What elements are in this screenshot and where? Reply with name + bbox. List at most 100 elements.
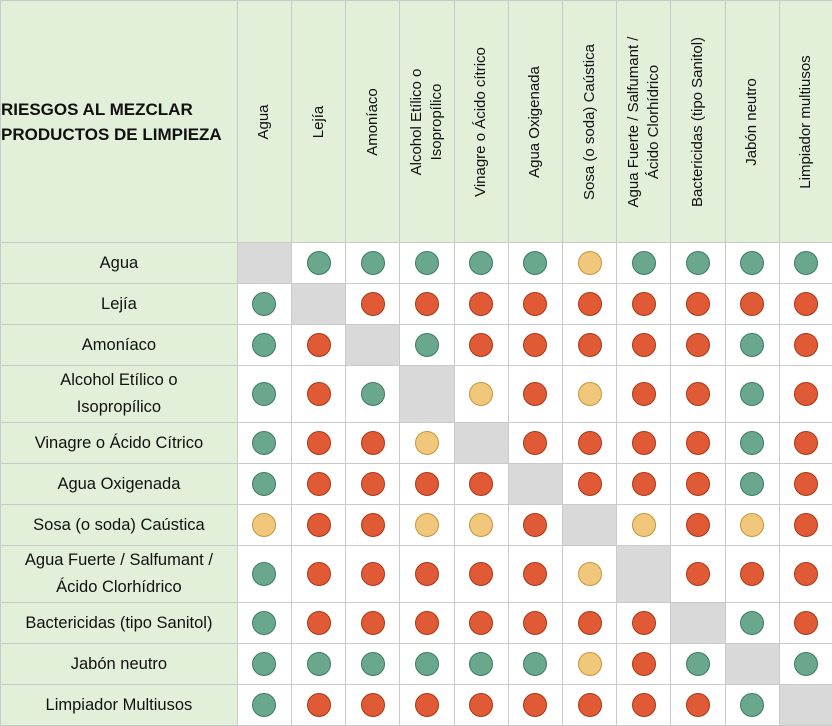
risk-cell — [346, 464, 400, 505]
safe-dot — [252, 693, 276, 717]
risk-cell — [454, 464, 508, 505]
safe-dot — [740, 382, 764, 406]
risk-cell — [671, 423, 725, 464]
risk-cell — [508, 366, 562, 423]
risk-cell — [346, 546, 400, 603]
table-row: Lejía — [1, 284, 832, 325]
risk-cell — [617, 464, 671, 505]
risk-cell — [454, 284, 508, 325]
column-header-amoniaco: Amoníaco — [346, 1, 400, 243]
risk-cell — [779, 284, 832, 325]
risk-cell — [292, 464, 346, 505]
caution-dot — [632, 513, 656, 537]
danger-dot — [794, 562, 818, 586]
danger-dot — [469, 611, 493, 635]
risk-cell — [400, 685, 454, 726]
risk-cell — [617, 603, 671, 644]
danger-dot — [361, 513, 385, 537]
danger-dot — [361, 562, 385, 586]
danger-dot — [632, 431, 656, 455]
danger-dot — [794, 513, 818, 537]
safe-dot — [252, 431, 276, 455]
danger-dot — [740, 292, 764, 316]
same-product-cell — [508, 464, 562, 505]
column-header-label: Lejía — [309, 4, 329, 240]
risk-cell — [508, 685, 562, 726]
risk-cell — [400, 243, 454, 284]
risk-cell — [237, 505, 291, 546]
danger-dot — [307, 333, 331, 357]
risk-cell — [508, 644, 562, 685]
danger-dot — [469, 693, 493, 717]
risk-cell — [508, 284, 562, 325]
risk-cell — [292, 685, 346, 726]
risk-cell — [617, 505, 671, 546]
safe-dot — [252, 652, 276, 676]
risk-cell — [562, 325, 616, 366]
danger-dot — [523, 431, 547, 455]
danger-dot — [632, 472, 656, 496]
caution-dot — [578, 562, 602, 586]
risk-cell — [725, 423, 779, 464]
risk-cell — [779, 366, 832, 423]
danger-dot — [469, 472, 493, 496]
risk-cell — [671, 685, 725, 726]
safe-dot — [523, 652, 547, 676]
danger-dot — [632, 693, 656, 717]
danger-dot — [578, 472, 602, 496]
same-product-cell — [292, 284, 346, 325]
risk-cell — [237, 423, 291, 464]
danger-dot — [307, 562, 331, 586]
risk-cell — [779, 464, 832, 505]
risk-cell — [562, 685, 616, 726]
risk-cell — [454, 325, 508, 366]
table-row: Agua Fuerte / Salfumant /Ácido Clorhídri… — [1, 546, 832, 603]
risk-cell — [508, 423, 562, 464]
risk-cell — [400, 464, 454, 505]
row-header-sosa-o-soda-caustica: Sosa (o soda) Caústica — [1, 505, 238, 546]
risk-cell — [454, 603, 508, 644]
danger-dot — [578, 292, 602, 316]
risk-cell — [671, 644, 725, 685]
risk-cell — [725, 546, 779, 603]
risk-cell — [237, 603, 291, 644]
column-header-label: Sosa (o soda) Caústica — [580, 4, 600, 240]
risk-cell — [237, 366, 291, 423]
risk-cell — [562, 546, 616, 603]
risk-cell — [779, 644, 832, 685]
safe-dot — [523, 251, 547, 275]
safe-dot — [469, 652, 493, 676]
risk-cell — [237, 644, 291, 685]
risk-cell — [292, 603, 346, 644]
danger-dot — [361, 431, 385, 455]
safe-dot — [740, 693, 764, 717]
risk-cell — [346, 366, 400, 423]
table-row: Sosa (o soda) Caústica — [1, 505, 832, 546]
risk-cell — [562, 423, 616, 464]
risk-cell — [400, 644, 454, 685]
same-product-cell — [346, 325, 400, 366]
table-row: Vinagre o Ácido Cítrico — [1, 423, 832, 464]
risk-cell — [400, 423, 454, 464]
column-header-label: Agua — [254, 4, 274, 240]
safe-dot — [252, 472, 276, 496]
risk-cell — [346, 505, 400, 546]
risk-cell — [346, 243, 400, 284]
risk-cell — [400, 546, 454, 603]
danger-dot — [632, 382, 656, 406]
risk-cell — [671, 243, 725, 284]
risk-cell — [725, 603, 779, 644]
risk-cell — [454, 546, 508, 603]
same-product-cell — [454, 423, 508, 464]
danger-dot — [469, 562, 493, 586]
caution-dot — [578, 382, 602, 406]
risk-cell — [671, 366, 725, 423]
risk-cell — [346, 423, 400, 464]
danger-dot — [632, 333, 656, 357]
risk-cell — [725, 366, 779, 423]
risk-cell — [346, 644, 400, 685]
